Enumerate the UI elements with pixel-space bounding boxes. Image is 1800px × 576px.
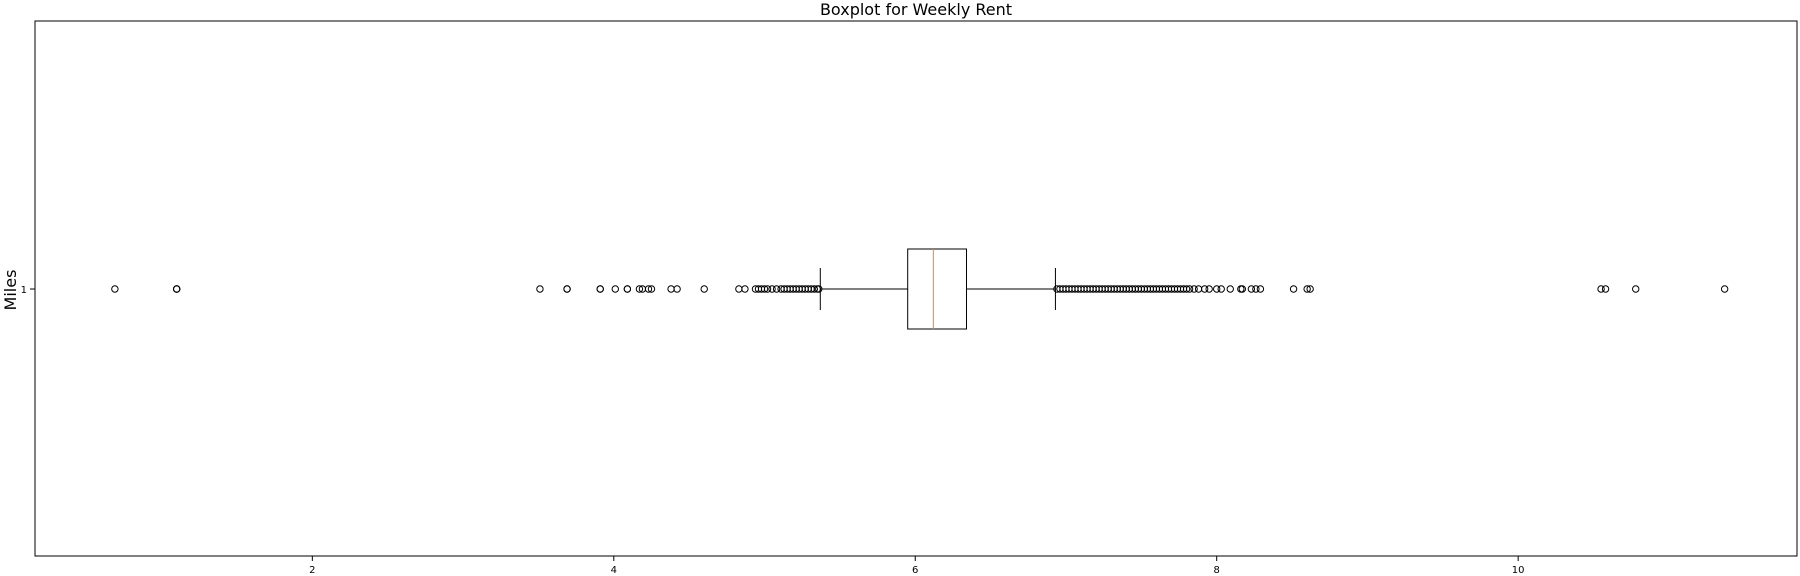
outlier-point (611, 285, 619, 293)
x-tick-label: 8 (1214, 565, 1220, 576)
iqr-box (907, 248, 967, 330)
outlier-point (647, 285, 656, 293)
outlier-point (1256, 285, 1265, 293)
outlier-point (772, 285, 781, 293)
outlier-point (1303, 285, 1311, 293)
outlier-point (1200, 285, 1209, 293)
outlier-point (635, 285, 644, 293)
outlier-point (741, 285, 749, 293)
outlier-point (1185, 285, 1194, 293)
outlier-point (596, 285, 604, 293)
y-tick-label: 1 (21, 285, 27, 296)
outlier-point (810, 285, 818, 293)
outlier-point (1289, 285, 1298, 293)
outlier-point (735, 285, 743, 293)
outlier-point (667, 285, 675, 293)
x-tick-label: 6 (912, 565, 918, 576)
outlier-point (623, 285, 632, 293)
outlier-point (536, 285, 544, 293)
outlier-point (1601, 285, 1610, 293)
outlier-point (1720, 285, 1729, 293)
y-axis-label: Miles (1, 270, 20, 311)
outlier-point (815, 285, 823, 293)
outlier-point (1306, 285, 1314, 293)
outlier-point (1252, 285, 1260, 293)
plot-frame (34, 20, 1798, 557)
outlier-point (1632, 285, 1640, 293)
outlier-point (1182, 285, 1191, 293)
chart-title: Boxplot for Weekly Rent (820, 0, 1012, 19)
outlier-point (172, 285, 181, 293)
x-tick-label: 4 (611, 565, 617, 576)
x-tick-label: 2 (309, 565, 315, 576)
outlier-point (563, 285, 571, 293)
outlier-point (760, 285, 769, 293)
outlier-point (111, 285, 119, 293)
outlier-point (1213, 285, 1221, 293)
outlier-point (768, 285, 776, 293)
outlier-point (1237, 285, 1245, 293)
outlier-point (1190, 285, 1198, 293)
outlier-point (1247, 285, 1256, 293)
outlier-point (1194, 285, 1203, 293)
plot-area: 2 4 6 8 10 1 (21, 20, 1798, 576)
outlier-point (1238, 285, 1247, 293)
outlier-point (1597, 285, 1605, 293)
outlier-point (763, 285, 772, 293)
outlier-point (1226, 285, 1234, 293)
outlier-point (1217, 285, 1225, 293)
x-tick-label: 10 (1512, 565, 1525, 576)
outlier-point (644, 285, 653, 293)
outlier-point (700, 285, 708, 293)
outlier-point (1205, 285, 1213, 293)
outlier-point (673, 285, 681, 293)
